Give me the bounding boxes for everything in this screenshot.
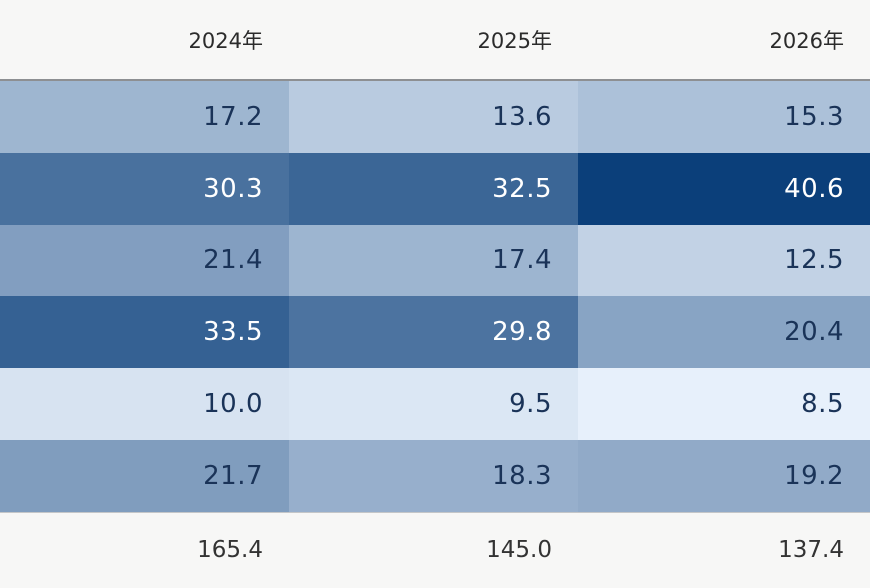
- table-row: 10.0 9.5 8.5: [0, 367, 870, 440]
- heatmap-cell: 21.7: [0, 439, 289, 512]
- total-cell: 145.0: [289, 511, 578, 588]
- heatmap-cell: 13.6: [289, 80, 578, 153]
- heatmap-cell: 8.5: [578, 367, 870, 440]
- heatmap-cell: 10.0: [0, 367, 289, 440]
- table-row: 30.3 32.5 40.6: [0, 152, 870, 225]
- table-row: 21.4 17.4 12.5: [0, 224, 870, 297]
- heatmap-cell: 29.8: [289, 296, 578, 368]
- header-row: 2024年 2025年 2026年: [0, 0, 870, 81]
- heatmap-cell: 32.5: [289, 152, 578, 225]
- column-header-2025: 2025年: [289, 0, 578, 81]
- heatmap-cell: 17.2: [0, 80, 289, 153]
- column-header-2026: 2026年: [578, 0, 870, 81]
- table-row: 17.2 13.6 15.3: [0, 80, 870, 153]
- total-cell: 137.4: [578, 511, 870, 588]
- heatmap-cell: 17.4: [289, 224, 578, 297]
- heatmap-cell: 20.4: [578, 296, 870, 368]
- total-row: 165.4 145.0 137.4: [0, 511, 870, 588]
- heatmap-cell: 30.3: [0, 152, 289, 225]
- heatmap-cell: 18.3: [289, 439, 578, 512]
- heatmap-body: 17.2 13.6 15.3 30.3 32.5 40.6 21.4 17.4 12.5 33.5…: [0, 80, 870, 512]
- heatmap-cell: 15.3: [578, 80, 870, 153]
- table-row: 33.5 29.8 20.4: [0, 296, 870, 368]
- heatmap-cell: 19.2: [578, 439, 870, 512]
- heatmap-cell: 21.4: [0, 224, 289, 297]
- heatmap-cell: 12.5: [578, 224, 870, 297]
- total-cell: 165.4: [0, 511, 289, 588]
- column-header-2024: 2024年: [0, 0, 289, 81]
- heatmap-cell: 33.5: [0, 296, 289, 368]
- table-row: 21.7 18.3 19.2: [0, 439, 870, 512]
- heatmap-cell: 9.5: [289, 367, 578, 440]
- heatmap-cell: 40.6: [578, 152, 870, 225]
